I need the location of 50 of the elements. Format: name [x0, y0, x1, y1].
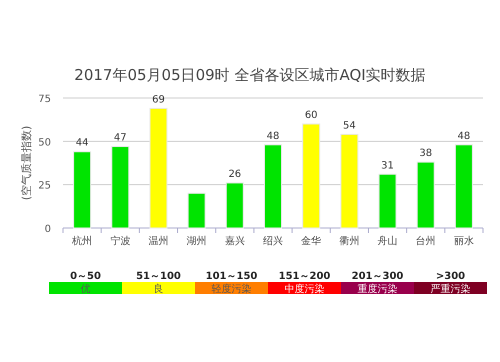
bar: [340, 134, 358, 228]
chart-title: 2017年05月05日09时 全省各设区城市AQI实时数据: [74, 66, 426, 84]
x-tick-label: 绍兴: [263, 235, 283, 247]
text: 101～150: [206, 271, 258, 282]
data-label: 54: [342, 120, 356, 132]
data-label: 38: [419, 148, 432, 160]
y-tick-label: 25: [38, 180, 51, 192]
data-label: 26: [228, 168, 242, 180]
y-tick-label: 50: [38, 137, 51, 148]
data-label: 47: [114, 132, 127, 144]
x-tick-label: 湖州: [186, 235, 207, 247]
y-tick-label: 0: [44, 224, 51, 235]
y-axis-title: (空气质量指数): [20, 126, 33, 200]
text: 优: [80, 284, 90, 295]
y-tick-label: 75: [38, 94, 51, 105]
x-tick-label: 衢州: [339, 235, 360, 247]
data-label: 60: [304, 110, 318, 121]
text: 201～300: [352, 271, 404, 282]
x-tick-label: 温州: [148, 235, 168, 247]
text: 严重污染: [430, 283, 470, 295]
bar: [188, 192, 206, 228]
x-tick-label: 宁波: [110, 235, 130, 247]
x-tick-label: 金华: [301, 235, 322, 247]
text: 151～200: [278, 271, 330, 282]
x-tick-label: 舟山: [378, 235, 398, 247]
bar: [73, 151, 92, 228]
data-label: 44: [76, 138, 88, 149]
data-label: 69: [152, 94, 165, 106]
text: 51～100: [136, 271, 181, 282]
text: 良: [154, 283, 164, 295]
bar: [149, 108, 168, 228]
x-tick-label: 台州: [416, 235, 436, 247]
bar: [416, 162, 435, 228]
data-label: 31: [381, 160, 394, 172]
bar: [226, 182, 244, 228]
text: 中度污染: [284, 283, 324, 295]
bar: [264, 144, 282, 228]
text: 轻度污染: [212, 283, 252, 295]
bar: [454, 144, 473, 228]
x-tick-label: 丽水: [454, 235, 474, 247]
data-label: 48: [458, 130, 470, 142]
data-label: 48: [266, 130, 280, 142]
bar: [302, 124, 320, 228]
bar: [111, 146, 130, 228]
text: 重度污染: [358, 283, 398, 295]
x-tick-label: 杭州: [71, 235, 92, 247]
bar: [378, 174, 397, 228]
text: >300: [436, 271, 466, 282]
text: 0～50: [70, 271, 101, 282]
x-tick-label: 嘉兴: [224, 235, 245, 247]
